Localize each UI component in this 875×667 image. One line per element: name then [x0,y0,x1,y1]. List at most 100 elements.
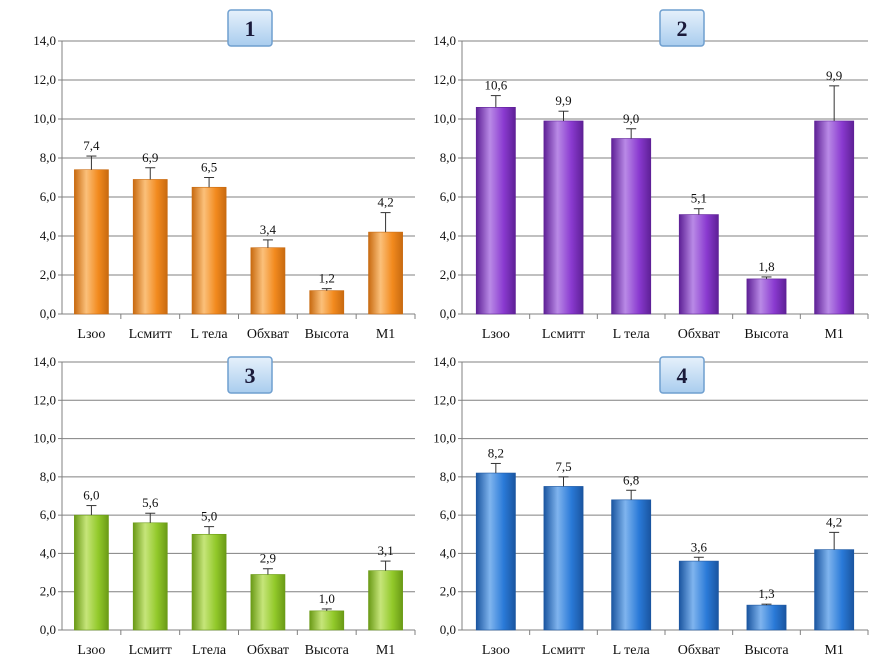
x-tick-label: Обхват [678,643,720,658]
x-tick-label: Lзоо [482,327,510,342]
x-tick-label: Обхват [247,643,289,658]
y-tick-label: 10,0 [433,431,456,446]
x-tick-label: Высота [744,327,789,342]
y-tick-label: 12,0 [33,72,56,87]
data-label: 6,0 [83,488,99,503]
bar [678,560,719,631]
data-label: 3,4 [260,222,277,237]
data-label: 1,3 [758,586,774,601]
bar [74,169,109,315]
y-tick-label: 8,0 [40,150,56,165]
y-tick-label: 8,0 [440,150,456,165]
data-label: 9,9 [555,93,571,108]
data-label: 5,6 [142,495,159,510]
y-tick-label: 0,0 [440,622,456,637]
x-tick-label: Lсмитт [129,327,172,342]
y-tick-label: 4,0 [440,228,456,243]
panel-label: 2 [677,16,688,41]
data-label: 4,2 [377,195,393,210]
x-tick-label: M1 [824,643,843,658]
x-tick-label: Обхват [247,327,289,342]
x-tick-label: Высота [305,327,350,342]
panel-badge [659,356,705,394]
y-tick-label: 2,0 [440,267,456,282]
bar [309,610,345,631]
y-tick-label: 4,0 [440,545,456,560]
panel-badge [227,356,273,394]
data-label: 5,0 [201,509,217,524]
data-label: 6,8 [623,472,639,487]
data-label: 1,0 [319,591,335,606]
y-tick-label: 12,0 [33,392,56,407]
x-tick-label: Lзоо [77,643,105,658]
x-tick-label: Lсмитт [129,643,172,658]
x-tick-label: Lтела [192,643,227,658]
x-tick-label: Lсмитт [542,643,585,658]
data-label: 6,9 [142,150,158,165]
bar [746,604,787,631]
data-label: 7,4 [83,138,100,153]
y-tick-label: 14,0 [433,354,456,369]
bar [611,138,652,315]
y-tick-label: 14,0 [433,33,456,48]
y-tick-label: 14,0 [33,33,56,48]
y-tick-label: 12,0 [433,392,456,407]
bar [814,120,855,315]
y-tick-label: 8,0 [40,469,56,484]
bar [368,231,403,315]
data-label: 3,1 [377,543,393,558]
data-label: 8,2 [488,445,504,460]
bar [475,107,516,315]
data-label: 1,8 [758,259,774,274]
bar [814,549,855,631]
y-tick-label: 6,0 [440,189,456,204]
bar [132,522,168,631]
x-tick-label: Высота [744,643,789,658]
x-tick-label: Lзоо [482,643,510,658]
chart-panel-1: 0,0 2,0 4,0 6,0 8,0 10,0 12,0 14,0 7,4 Lзоо 6,9 Lсм… [33,9,416,342]
bar [250,574,286,631]
bar [191,186,227,315]
panel-label: 1 [245,16,256,41]
bar [368,570,403,631]
bar [611,499,652,631]
x-tick-label: M1 [376,327,395,342]
y-tick-label: 0,0 [40,622,56,637]
panel-badge [659,9,705,47]
y-tick-label: 8,0 [440,469,456,484]
panel-badge [227,9,273,47]
y-tick-label: 4,0 [40,545,56,560]
data-label: 6,5 [201,160,217,175]
y-tick-label: 12,0 [433,72,456,87]
y-tick-label: 0,0 [440,306,456,321]
x-tick-label: L тела [613,643,651,658]
bar [309,290,345,315]
y-tick-label: 10,0 [33,111,56,126]
x-tick-label: M1 [376,643,395,658]
y-tick-label: 2,0 [440,584,456,599]
y-tick-label: 6,0 [40,507,56,522]
x-tick-label: Высота [305,643,350,658]
bar [191,533,227,631]
x-tick-label: Lзоо [77,327,105,342]
data-label: 9,0 [623,111,639,126]
x-tick-label: Обхват [678,327,720,342]
bar [475,472,516,631]
bar [678,214,719,315]
y-tick-label: 10,0 [433,111,456,126]
data-label: 1,2 [319,271,335,286]
data-label: 5,1 [691,191,707,206]
x-tick-label: Lсмитт [542,327,585,342]
data-label: 10,6 [484,78,507,93]
x-tick-label: M1 [824,327,843,342]
panel-label: 4 [677,363,688,388]
data-label: 9,9 [826,68,842,83]
y-tick-label: 6,0 [440,507,456,522]
data-label: 7,5 [555,459,571,474]
bar [132,179,168,315]
data-label: 2,9 [260,551,276,566]
panel-label: 3 [245,363,256,388]
y-tick-label: 6,0 [40,189,56,204]
x-tick-label: L тела [191,327,229,342]
